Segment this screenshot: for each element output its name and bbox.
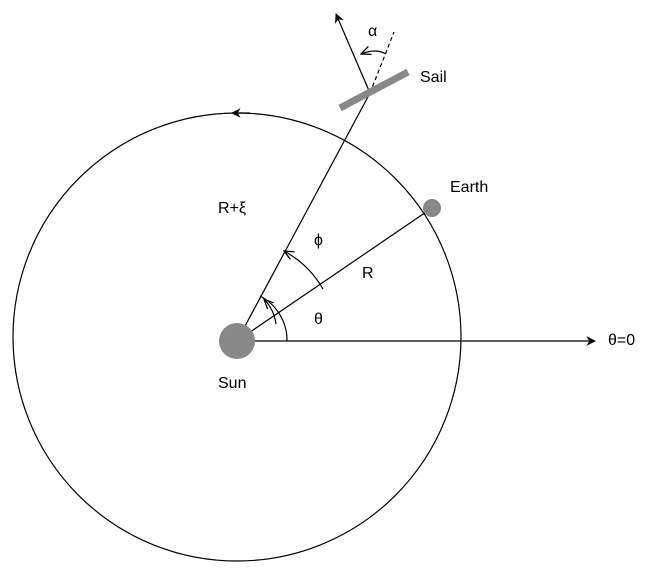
theta-zero-label: θ=0 <box>608 332 635 349</box>
earth-radius <box>236 207 433 342</box>
r-plus-xi-label: R+ξ <box>218 200 246 217</box>
phi-label: ϕ <box>314 232 323 249</box>
theta-arc <box>259 295 288 342</box>
earth <box>423 199 441 217</box>
alpha-label: α <box>368 23 377 40</box>
earth-label: Earth <box>450 179 488 196</box>
thrust-arrow <box>335 13 371 94</box>
theta-arc-arrow <box>264 299 277 325</box>
r-label: R <box>362 265 374 282</box>
phi-arc <box>284 251 324 290</box>
sun-label: Sun <box>218 375 246 392</box>
sail-normal <box>369 31 395 94</box>
sail-label: Sail <box>420 69 447 86</box>
sun <box>219 323 255 359</box>
theta-label: θ <box>314 311 323 328</box>
alpha-arc <box>361 51 387 54</box>
sail-radius <box>236 92 371 342</box>
sail <box>338 68 410 112</box>
